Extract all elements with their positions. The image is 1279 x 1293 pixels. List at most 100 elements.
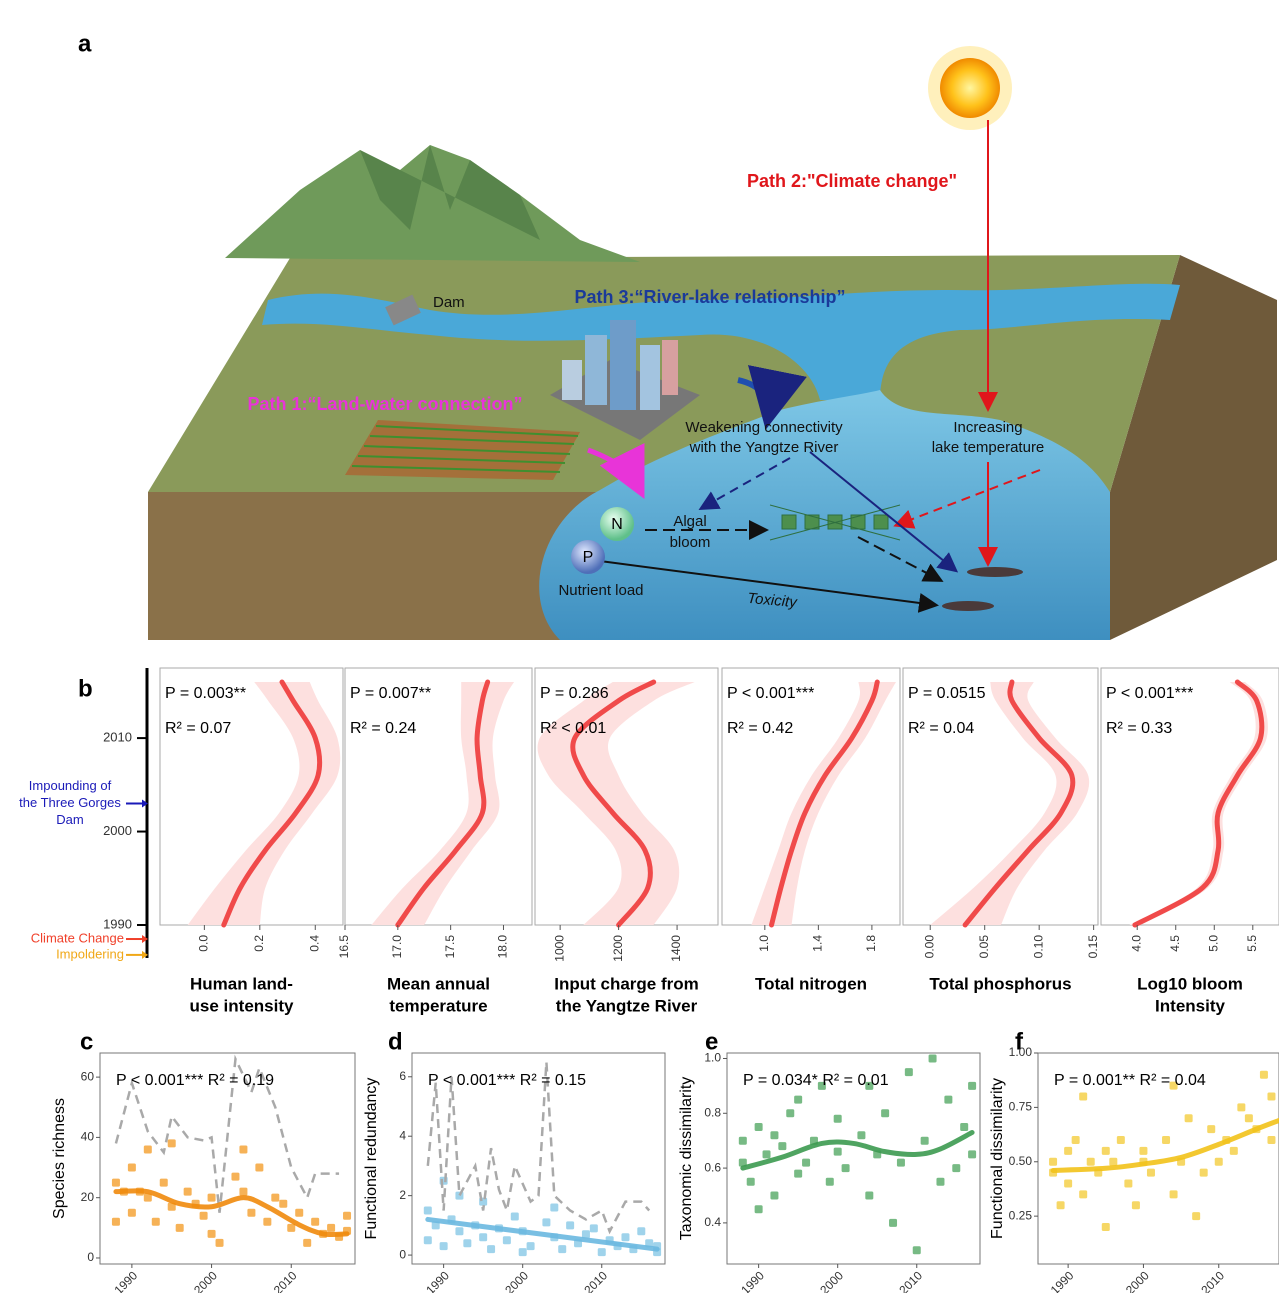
point [794, 1170, 802, 1178]
r-squared: R² = 0.04 [908, 720, 974, 737]
x-tick-label: 1990 [1048, 1268, 1077, 1293]
x-tick-label: 1.8 [864, 935, 878, 952]
point [770, 1131, 778, 1139]
point [786, 1109, 794, 1117]
point [1079, 1190, 1087, 1198]
point [160, 1179, 168, 1187]
x-tick-label: 0.10 [1031, 935, 1045, 959]
y-tick-label: 4 [399, 1128, 406, 1142]
y-tick-label: 2010 [103, 730, 132, 745]
x-tick-label: 0.15 [1086, 935, 1100, 959]
point [479, 1233, 487, 1241]
x-tick-label: 1.0 [757, 935, 771, 952]
trend-line [224, 682, 320, 925]
dam-label: Dam [433, 294, 465, 311]
x-axis-label: Total nitrogen [755, 974, 867, 993]
x-axis-label: Total phosphorus [929, 974, 1071, 993]
point [857, 1131, 865, 1139]
p-value: P = 0.003** [165, 685, 246, 702]
x-tick-label: 17.5 [443, 935, 457, 959]
point [952, 1164, 960, 1172]
point [1200, 1169, 1208, 1177]
point [1057, 1201, 1065, 1209]
sun [928, 46, 1012, 130]
x-tick-label: 2000 [1123, 1268, 1152, 1293]
n-label: N [611, 516, 623, 533]
point [455, 1227, 463, 1235]
point [542, 1218, 550, 1226]
p-label: P [583, 549, 594, 566]
point [770, 1191, 778, 1199]
weakening-label: Weakening connectivity [685, 419, 843, 436]
x-tick-label: 1990 [423, 1268, 452, 1293]
point [144, 1145, 152, 1153]
y-tick-label: 1990 [103, 916, 132, 931]
point [1230, 1147, 1238, 1155]
point [503, 1236, 511, 1244]
x-tick-label: 4.5 [1168, 935, 1182, 952]
point [168, 1139, 176, 1147]
y-tick-label: 1.0 [704, 1051, 721, 1065]
point [558, 1245, 566, 1253]
point [176, 1224, 184, 1232]
point [1245, 1114, 1253, 1122]
point [1267, 1136, 1275, 1144]
y-tick-label: 0.75 [1009, 1100, 1033, 1114]
point [905, 1068, 913, 1076]
point [1139, 1147, 1147, 1155]
x-tick-label: 2000 [191, 1268, 220, 1293]
x-tick-label: 2010 [271, 1268, 300, 1293]
panel-frame [1101, 668, 1279, 925]
point [929, 1054, 937, 1062]
point [303, 1239, 311, 1247]
point [216, 1239, 224, 1247]
point [255, 1164, 263, 1172]
point [184, 1188, 192, 1196]
event-label: Climate Change [31, 930, 124, 945]
y-tick-label: 2 [399, 1188, 406, 1202]
point [1064, 1180, 1072, 1188]
p-value: P < 0.001*** [1106, 685, 1193, 702]
point [826, 1178, 834, 1186]
confidence-band [751, 682, 896, 925]
point [1267, 1093, 1275, 1101]
x-tick-label: 16.5 [337, 935, 351, 959]
x-tick-label: 1000 [552, 935, 566, 962]
y-tick-label: 0 [399, 1247, 406, 1261]
y-axis-label: Functional redundancy [363, 1078, 380, 1240]
x-tick-label: 4.0 [1129, 935, 1143, 952]
point [112, 1179, 120, 1187]
p-value: P < 0.001*** [727, 685, 814, 702]
x-tick-label: 0.00 [922, 935, 936, 959]
point [834, 1115, 842, 1123]
point [519, 1248, 527, 1256]
x-tick-label: 2010 [581, 1268, 610, 1293]
x-axis-label: Mean annual [387, 974, 490, 993]
x-tick-label: 0.4 [307, 935, 321, 952]
point [1185, 1114, 1193, 1122]
y-tick-label: 0.50 [1009, 1154, 1033, 1168]
point [295, 1209, 303, 1217]
trend-line [1135, 682, 1262, 925]
point [550, 1204, 558, 1212]
point [755, 1123, 763, 1131]
x-axis-label: Input charge from [554, 974, 699, 993]
point [1124, 1180, 1132, 1188]
y-tick-label: 6 [399, 1069, 406, 1083]
x-tick-label: 1200 [611, 935, 625, 962]
increasing-label: Increasing [953, 419, 1022, 436]
point [1162, 1136, 1170, 1144]
point [1207, 1125, 1215, 1133]
event-label: Dam [56, 812, 83, 827]
point [1117, 1136, 1125, 1144]
point [1132, 1201, 1140, 1209]
point [1087, 1158, 1095, 1166]
point [968, 1150, 976, 1158]
path3-label: Path 3:“River-lake relationship” [574, 287, 845, 307]
r-squared: R² = 0.33 [1106, 720, 1172, 737]
x-axis-label: the Yangtze River [556, 996, 698, 1015]
point [1072, 1136, 1080, 1144]
point [921, 1137, 929, 1145]
point [1102, 1223, 1110, 1231]
x-tick-label: 5.0 [1206, 935, 1220, 952]
